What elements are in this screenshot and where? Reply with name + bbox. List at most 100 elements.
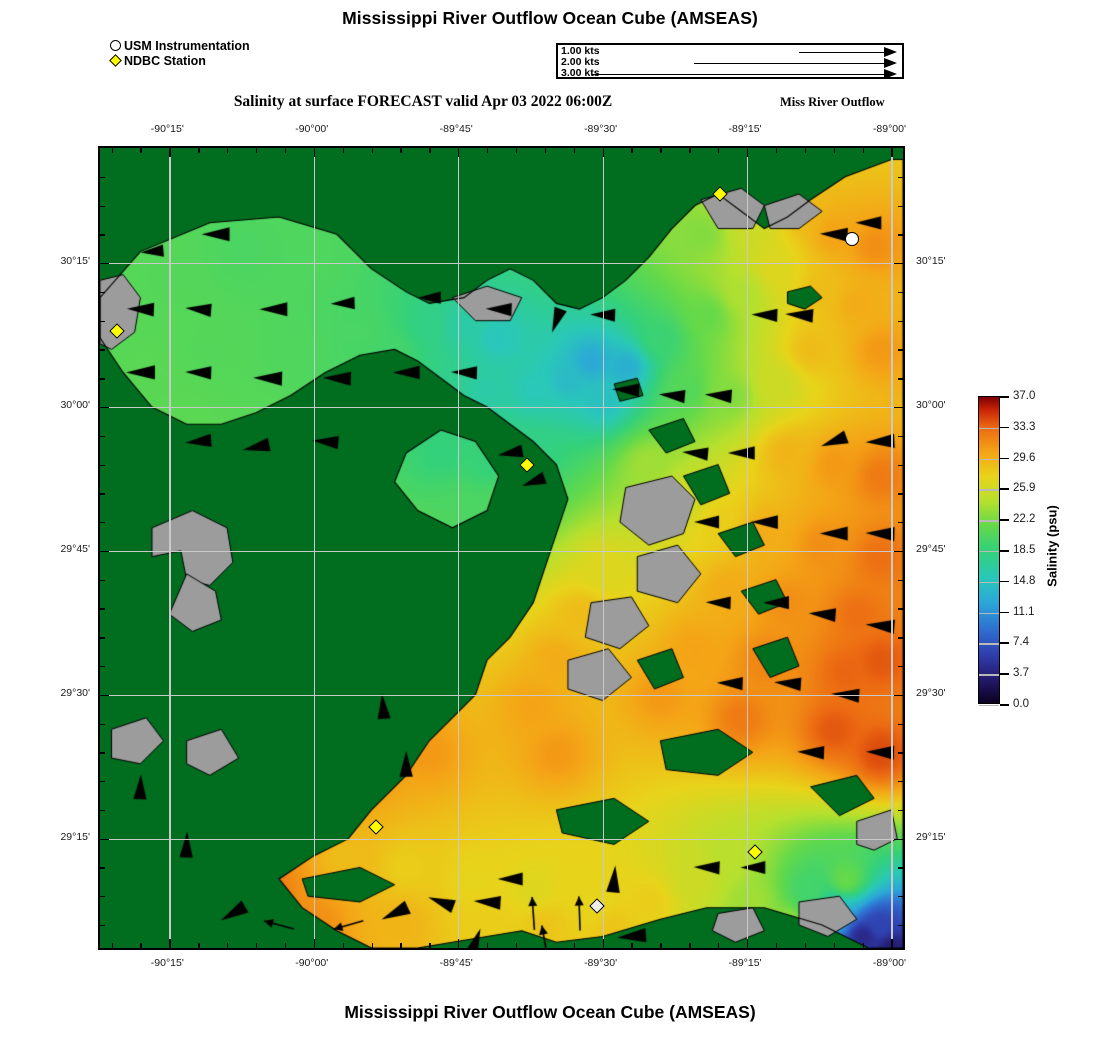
colorbar-tick [1000, 704, 1009, 706]
page-title-bottom: Mississippi River Outflow Ocean Cube (AM… [344, 1002, 756, 1022]
usm-instrumentation-site[interactable] [844, 232, 859, 247]
axis-tick [400, 148, 402, 153]
axis-tick [100, 464, 105, 466]
axis-tick [573, 943, 575, 948]
colorbar-separator [979, 643, 999, 645]
axis-tick [400, 943, 402, 948]
colorbar-separator [979, 520, 999, 522]
axis-tick [894, 838, 903, 840]
axis-tick [775, 148, 778, 153]
colorbar-tick-label: 11.1 [1013, 605, 1035, 618]
axis-tick [718, 943, 720, 948]
gridline-vertical [602, 148, 604, 948]
axis-tick [227, 148, 229, 153]
axis-tick [898, 637, 903, 639]
colorbar-separator [979, 674, 999, 676]
axis-tick [689, 148, 691, 153]
axis-tick [689, 943, 691, 948]
axis-tick [898, 176, 903, 179]
axis-tick [898, 234, 903, 236]
colorbar-separator [979, 551, 999, 553]
axis-tick [284, 943, 287, 948]
legend-item-ndbc: NDBC Station [109, 53, 250, 68]
axis-tick [313, 148, 316, 157]
colorbar-separator [979, 427, 999, 430]
x-axis-label-bottom: -89°15' [728, 957, 762, 969]
axis-tick [631, 943, 633, 948]
velocity-arrowhead-3 [884, 69, 897, 79]
axis-tick [898, 665, 903, 668]
axis-tick [898, 349, 903, 351]
colorbar-tick [1000, 580, 1009, 583]
axis-tick [898, 924, 903, 927]
map-plot-area[interactable] [98, 146, 905, 950]
axis-tick [898, 781, 903, 783]
chart-corner-label: Miss River Outflow [780, 95, 885, 109]
axis-tick [100, 349, 105, 351]
x-axis-label-bottom: -89°00' [872, 957, 906, 969]
axis-tick [100, 406, 109, 409]
axis-tick [100, 579, 105, 581]
axis-tick [342, 148, 344, 153]
axis-tick [898, 809, 903, 812]
axis-tick [111, 148, 113, 153]
gridline-vertical [458, 148, 460, 948]
axis-tick [100, 320, 105, 322]
axis-tick [313, 939, 316, 948]
axis-tick [898, 723, 903, 725]
diamond-marker-icon [109, 54, 122, 67]
axis-tick [284, 148, 287, 153]
axis-tick [100, 637, 105, 639]
y-axis-label-left: 29°45' [60, 542, 90, 555]
axis-tick [100, 378, 105, 380]
axis-tick [100, 263, 109, 265]
axis-tick [429, 943, 431, 948]
gridline-vertical [891, 148, 893, 948]
velocity-label-2: 2.00 kts [561, 56, 600, 68]
axis-tick [255, 148, 258, 153]
legend-item-usm: USM Instrumentation [110, 38, 250, 53]
colorbar-separator [979, 458, 999, 460]
axis-tick [898, 464, 903, 466]
axis-tick [894, 550, 903, 553]
gridline-horizontal [100, 263, 903, 265]
x-axis-label-top: -89°30' [584, 123, 618, 135]
colorbar-tick [1000, 426, 1009, 429]
colorbar-separator [979, 489, 999, 491]
axis-tick [100, 493, 105, 495]
x-axis-label-top: -90°15' [150, 123, 184, 135]
x-axis-label-bottom: -89°45' [439, 957, 473, 969]
axis-tick [747, 939, 749, 948]
axis-tick [371, 943, 373, 948]
axis-tick [898, 435, 903, 438]
gridline-horizontal [100, 838, 903, 840]
axis-tick [342, 943, 344, 948]
velocity-row-2: 2.00 kts [558, 56, 902, 69]
gridline-vertical [313, 148, 316, 948]
colorbar-tick-label: 0.0 [1013, 698, 1029, 710]
axis-tick [898, 896, 903, 898]
axis-tick [100, 723, 105, 725]
axis-tick [100, 867, 105, 869]
axis-tick [227, 943, 229, 948]
colorbar-gradient [978, 396, 1000, 707]
axis-tick [894, 263, 903, 265]
axis-tick [100, 205, 105, 207]
axis-tick [198, 148, 200, 153]
y-axis-label-right: 29°30' [916, 686, 946, 699]
axis-tick [804, 148, 807, 153]
velocity-arrowhead-1 [884, 47, 897, 57]
y-axis-label-left: 29°15' [60, 830, 90, 843]
colorbar-tick [1000, 550, 1009, 552]
axis-tick [169, 939, 171, 948]
gridline-vertical [747, 148, 749, 948]
axis-tick [718, 148, 720, 153]
axis-tick [573, 148, 575, 153]
axis-tick [371, 148, 373, 153]
axis-tick [100, 435, 105, 438]
colorbar: 37.0 33.3 29.6 25.9 22.2 18.5 14.8 11.1 7.4 3.7 0.… [978, 390, 1035, 710]
colorbar-separator [979, 581, 999, 584]
axis-tick [458, 939, 460, 948]
colorbar-tick-label: 3.7 [1013, 667, 1029, 680]
axis-tick [660, 943, 662, 948]
